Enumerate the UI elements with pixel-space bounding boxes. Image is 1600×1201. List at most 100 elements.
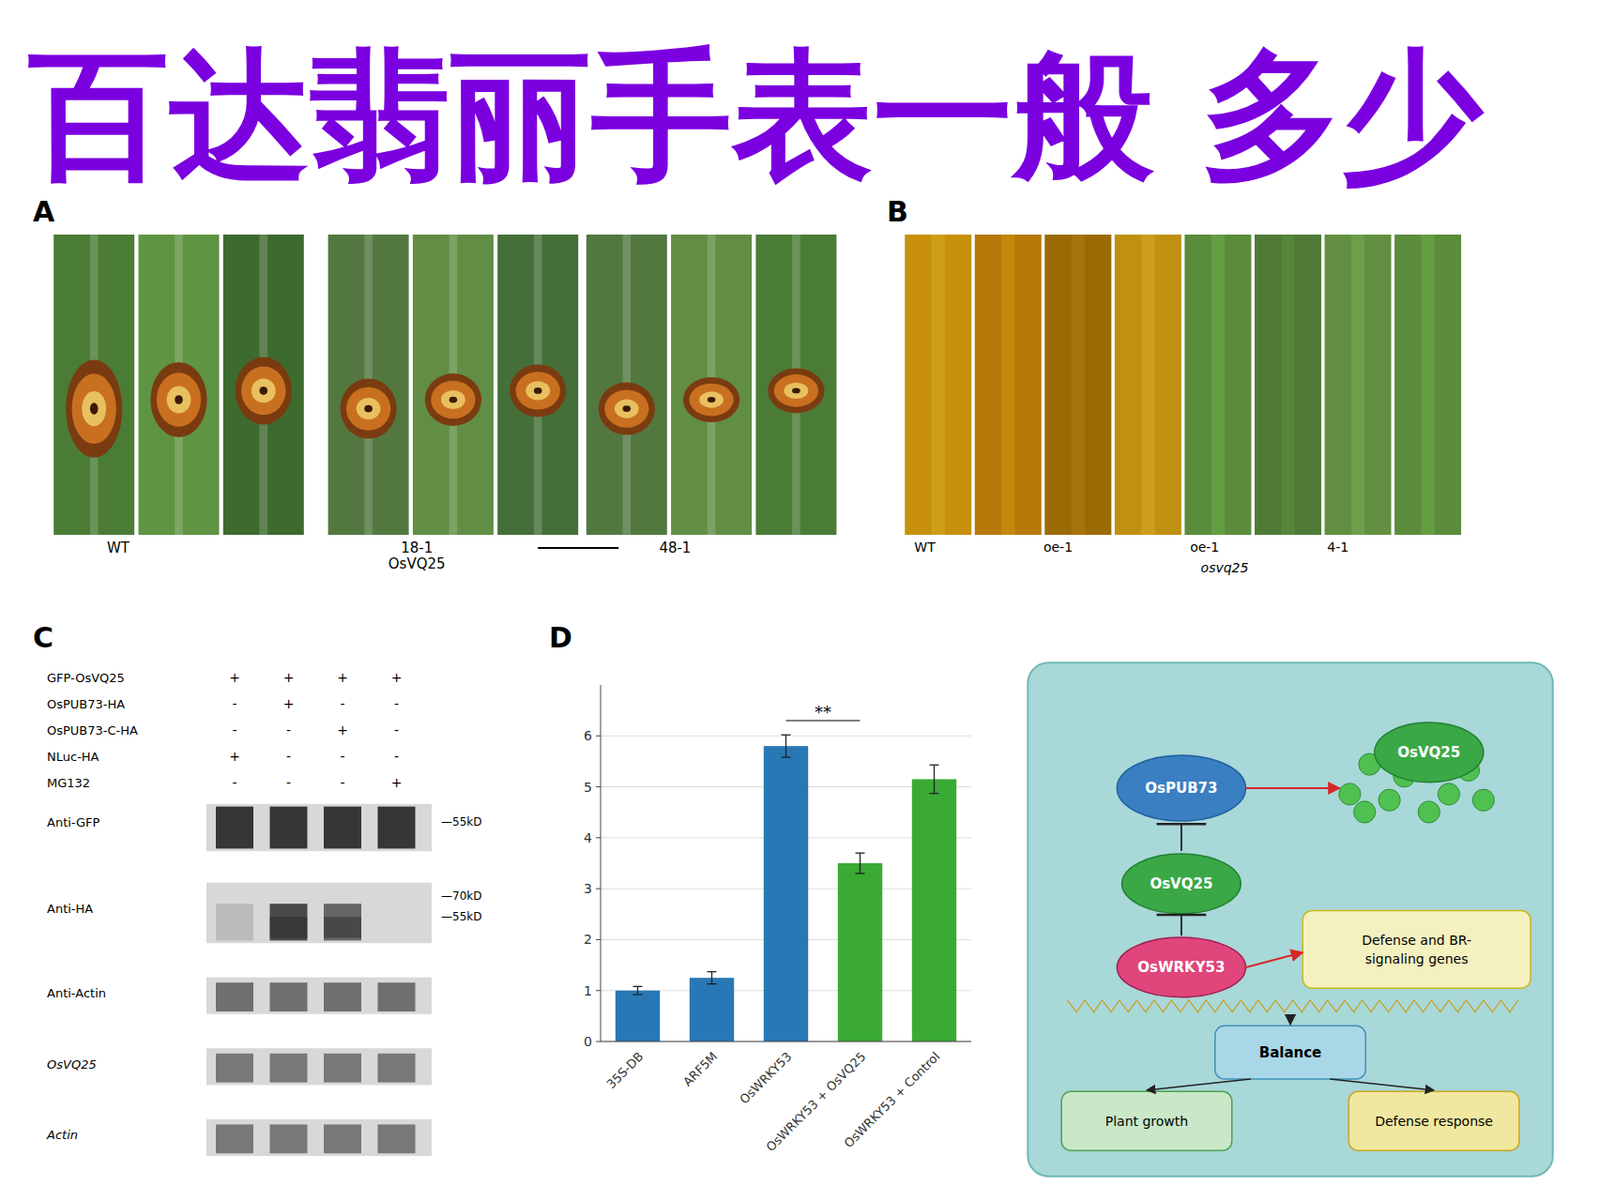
arrow <box>1146 1079 1251 1091</box>
panel-label: D <box>548 621 573 655</box>
leaf <box>412 234 494 535</box>
error-bar <box>855 853 866 874</box>
bar <box>912 778 957 1042</box>
node-label: OsVQ25 <box>1397 744 1461 762</box>
error-cap <box>929 764 940 766</box>
leaf-label-line: OsVQ25 <box>388 555 446 573</box>
lesion <box>623 405 632 412</box>
error-bar <box>633 986 643 995</box>
bar <box>763 746 808 1042</box>
row-label: MG132 <box>46 776 91 791</box>
sign: + <box>336 722 349 738</box>
error-cap <box>781 756 792 758</box>
node-label: Balance <box>1259 1044 1323 1062</box>
leaf-stripe <box>1351 234 1365 535</box>
lesion <box>72 373 117 444</box>
bar <box>689 977 734 1042</box>
blot-strip <box>206 883 432 944</box>
error-stem <box>859 853 861 874</box>
grid-line <box>600 1041 972 1043</box>
bar <box>615 990 660 1042</box>
blot-label: Anti-GFP <box>46 815 101 830</box>
row-label: GFP-OsVQ25 <box>46 670 125 686</box>
leaf-stripe <box>1420 234 1434 535</box>
arrow <box>1246 952 1304 968</box>
blot-band <box>270 1124 308 1154</box>
blot-band <box>270 1053 308 1083</box>
panel-label: C <box>32 621 54 655</box>
blot-band <box>323 1053 362 1083</box>
sign: - <box>231 696 237 712</box>
node <box>1061 1091 1233 1151</box>
blot-band <box>270 807 308 850</box>
panel: CGFP-OsVQ25++++OsPUB73-HA-+--OsPUB73-C-H… <box>32 621 482 1157</box>
error-cap <box>855 872 866 874</box>
lesion <box>346 387 391 431</box>
protein-dot <box>1378 789 1401 811</box>
node-label: Defense and BR-signaling genes <box>1361 932 1472 967</box>
arrow <box>1246 787 1341 790</box>
lesion <box>430 380 475 419</box>
blot-strip <box>206 1048 432 1085</box>
lesion <box>364 405 373 413</box>
blot-label: —55kD <box>441 910 482 924</box>
bar <box>838 863 883 1042</box>
sign: - <box>286 722 291 738</box>
leaf <box>1184 234 1251 535</box>
lesion <box>509 364 566 417</box>
blot-strip <box>206 977 432 1015</box>
lesion <box>449 396 458 404</box>
error-cap <box>855 852 866 854</box>
node-label: Defense response <box>1374 1113 1494 1129</box>
lesion <box>425 373 482 427</box>
tick-label: 4 <box>583 830 593 846</box>
sign: + <box>228 670 241 686</box>
error-stem <box>637 986 639 995</box>
watermark: 百达翡丽手表一般多少 <box>27 33 1485 198</box>
blot-band <box>323 807 362 850</box>
leaf <box>53 234 135 535</box>
panel-label: A <box>32 195 56 229</box>
lesion <box>356 397 381 420</box>
scale-bar <box>537 547 619 549</box>
leaf-label: oe-1 <box>1043 539 1073 555</box>
error-cap <box>707 971 717 973</box>
tick-label: 2 <box>583 931 593 947</box>
protein-dot <box>1339 783 1361 806</box>
blot-strip <box>206 1119 432 1157</box>
panel: AWT18-1OsVQ2548-1 <box>32 195 837 573</box>
leaf <box>586 234 668 535</box>
lesion <box>259 386 269 396</box>
error-stem <box>933 764 935 793</box>
panel: D012345635S-DBARF5MOsWRKY53OsWRKY53 + Os… <box>548 621 972 1155</box>
leaf <box>1394 234 1462 535</box>
lesion <box>167 386 192 414</box>
leaf <box>138 234 220 535</box>
blot-band <box>378 1053 416 1083</box>
lesion <box>441 390 466 410</box>
error-cap <box>633 986 643 988</box>
tick-label: 0 <box>583 1034 593 1050</box>
tick <box>595 990 601 991</box>
blot-band <box>215 903 254 941</box>
blot-band <box>215 1053 254 1083</box>
sign: + <box>228 748 241 764</box>
sign: - <box>339 775 345 791</box>
leaf-stripe <box>1211 234 1225 535</box>
leaf-stripe <box>1071 234 1085 535</box>
lesion <box>235 356 292 425</box>
leaf <box>1114 234 1182 535</box>
sign: - <box>394 748 399 764</box>
node <box>1374 722 1484 783</box>
arrow <box>1329 1079 1434 1091</box>
lesion <box>150 362 207 438</box>
leaf-label: osvq25 <box>1201 560 1250 576</box>
node <box>1116 937 1246 998</box>
sign: - <box>339 696 345 712</box>
lesion <box>65 360 122 458</box>
tick <box>595 786 601 788</box>
tick-label: 5 <box>583 779 593 795</box>
node <box>1348 1091 1520 1151</box>
sign: + <box>391 775 403 791</box>
tick <box>595 888 601 890</box>
